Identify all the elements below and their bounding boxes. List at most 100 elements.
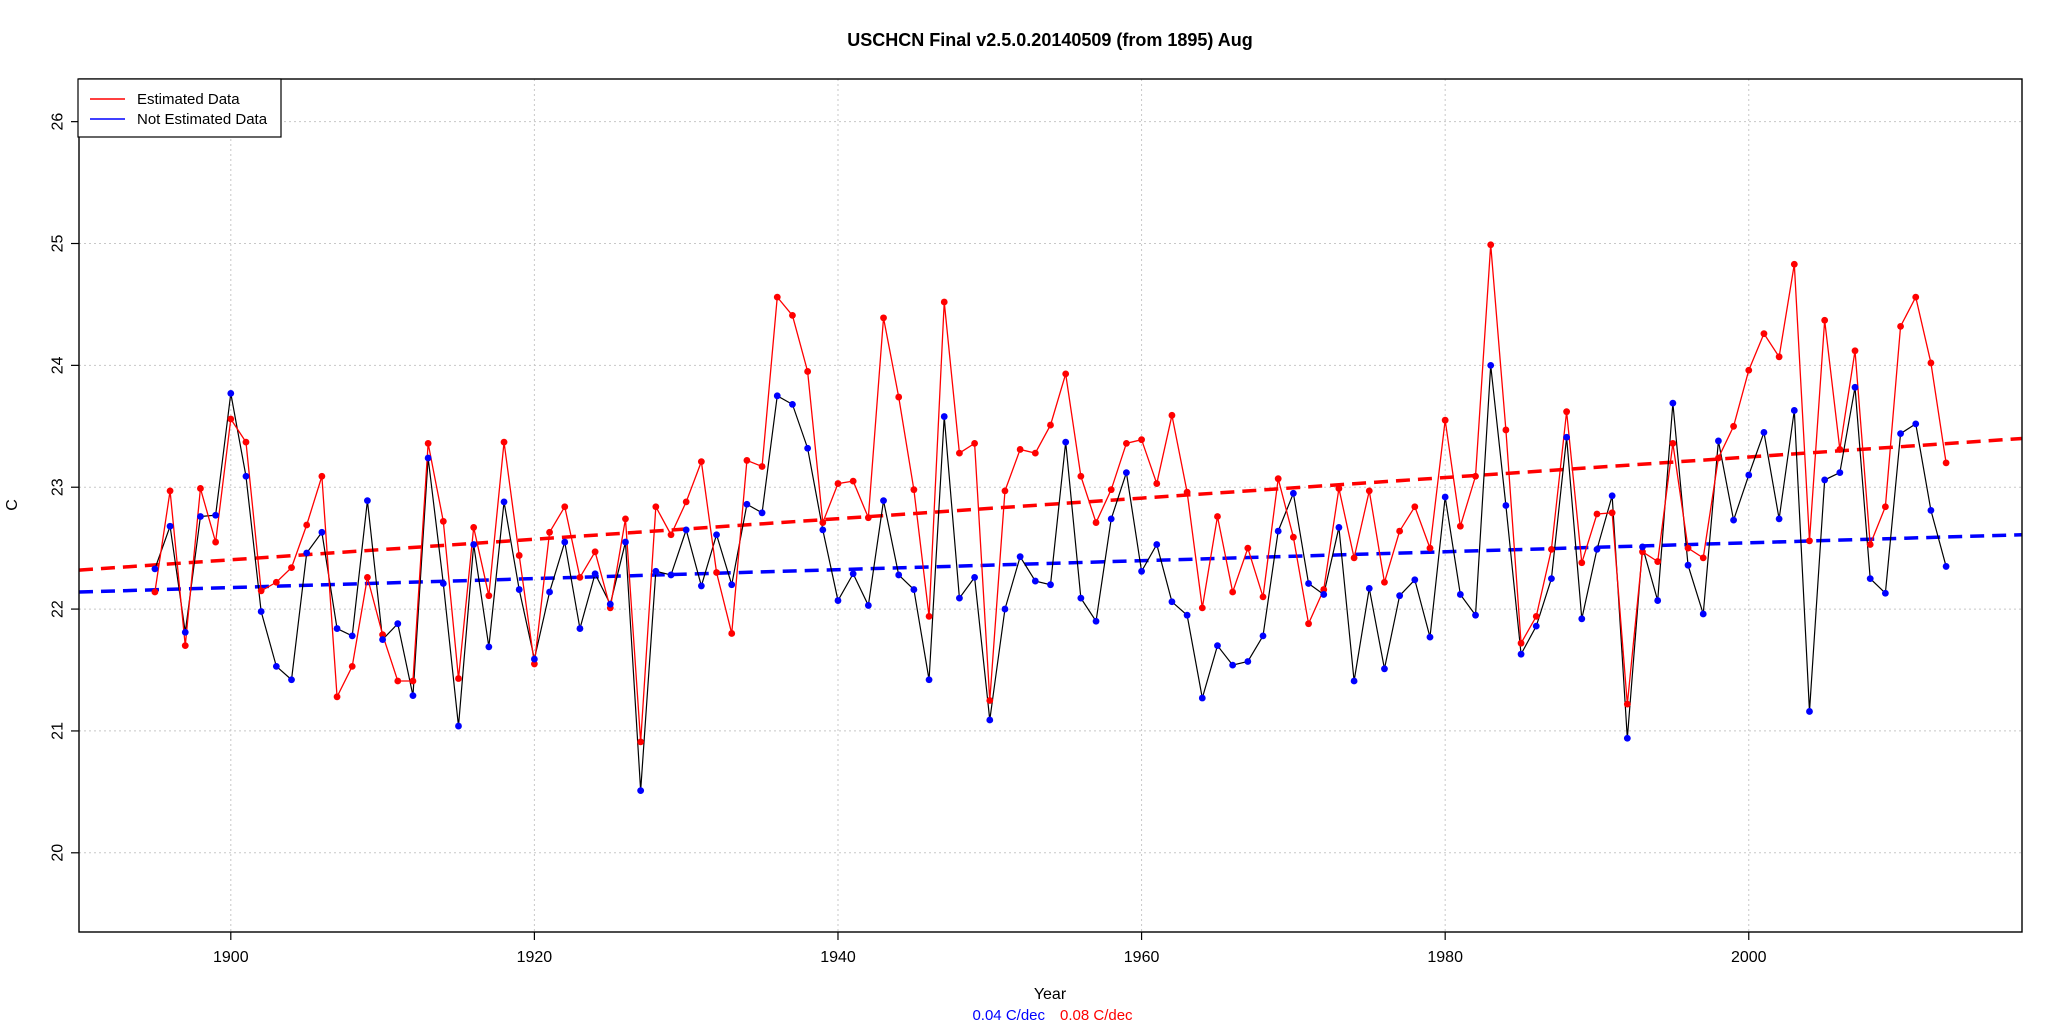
point-estimated-1897 (181, 642, 189, 650)
plot-border (78, 78, 2023, 933)
legend-label-estimated: Estimated Data (137, 91, 240, 108)
point-not-estimated-1947 (940, 413, 948, 420)
x-tick-label-1940: 1940 (820, 949, 856, 966)
point-not-estimated-1951 (1001, 605, 1009, 613)
point-not-estimated-1940 (834, 597, 842, 604)
point-estimated-1970 (1289, 533, 1297, 541)
point-estimated-1969 (1274, 475, 1282, 483)
point-estimated-1895 (151, 588, 159, 596)
point-not-estimated-1988 (1563, 433, 1571, 441)
point-not-estimated-1916 (470, 541, 478, 548)
point-estimated-1937 (789, 312, 796, 319)
point-not-estimated-1966 (1229, 661, 1237, 669)
point-not-estimated-1962 (1168, 598, 1176, 606)
point-estimated-1995 (1669, 439, 1677, 447)
point-estimated-1932 (713, 569, 720, 576)
point-estimated-1901 (242, 438, 250, 446)
point-not-estimated-1912 (409, 692, 417, 699)
point-not-estimated-1903 (272, 662, 280, 670)
point-not-estimated-1899 (212, 511, 220, 519)
point-not-estimated-1964 (1198, 694, 1206, 702)
point-not-estimated-1974 (1350, 677, 1358, 685)
point-estimated-1965 (1214, 513, 1221, 520)
x-tick-label-2000: 2000 (1731, 949, 1767, 966)
y-tick-label-24: 24 (50, 356, 67, 374)
point-not-estimated-2013 (1942, 563, 1950, 570)
point-estimated-1942 (864, 514, 872, 522)
point-not-estimated-1963 (1183, 611, 1191, 619)
point-not-estimated-2004 (1806, 708, 1813, 715)
point-estimated-1929 (667, 531, 675, 539)
point-not-estimated-1928 (652, 567, 660, 575)
point-estimated-1999 (1730, 422, 1737, 430)
point-not-estimated-1913 (424, 454, 432, 462)
point-not-estimated-1957 (1092, 617, 1100, 625)
point-estimated-2010 (1897, 322, 1904, 330)
x-tick-label-1960: 1960 (1124, 949, 1160, 966)
point-not-estimated-1978 (1411, 576, 1419, 584)
point-not-estimated-1961 (1153, 541, 1161, 548)
point-not-estimated-1998 (1715, 437, 1722, 445)
point-estimated-1968 (1259, 593, 1267, 601)
point-not-estimated-1994 (1654, 597, 1662, 604)
point-not-estimated-1977 (1396, 592, 1404, 600)
point-not-estimated-2012 (1927, 506, 1935, 514)
point-estimated-1988 (1563, 408, 1571, 416)
point-not-estimated-1910 (379, 636, 386, 643)
series-lines (154, 244, 1947, 742)
point-estimated-1903 (272, 578, 280, 586)
point-estimated-1945 (910, 486, 918, 494)
point-estimated-1966 (1229, 588, 1237, 596)
point-estimated-1898 (197, 485, 204, 492)
point-not-estimated-1930 (682, 526, 690, 534)
point-not-estimated-1922 (561, 538, 569, 546)
point-estimated-1946 (925, 612, 933, 620)
y-tick-label-25: 25 (50, 235, 67, 253)
point-not-estimated-1985 (1517, 650, 1525, 658)
point-not-estimated-1918 (500, 498, 508, 506)
point-not-estimated-1931 (697, 582, 705, 590)
point-not-estimated-1944 (895, 571, 903, 579)
point-not-estimated-1972 (1320, 591, 1328, 598)
legend: Estimated Data Not Estimated Data (77, 78, 282, 138)
point-estimated-1980 (1441, 416, 1449, 424)
trend-line-not-estimated (78, 532, 2023, 594)
point-not-estimated-2006 (1836, 469, 1844, 476)
point-estimated-1971 (1305, 620, 1312, 628)
point-estimated-1899 (212, 538, 220, 546)
point-not-estimated-1941 (849, 570, 857, 578)
point-estimated-1940 (834, 480, 842, 487)
point-not-estimated-1920 (530, 655, 538, 663)
point-estimated-1985 (1517, 639, 1525, 647)
point-not-estimated-1996 (1684, 561, 1692, 569)
y-axis-label: C (4, 499, 21, 511)
point-estimated-1931 (697, 458, 705, 466)
point-estimated-1952 (1016, 446, 1024, 453)
point-not-estimated-1999 (1730, 516, 1737, 524)
point-estimated-2013 (1942, 459, 1950, 467)
point-estimated-2009 (1881, 503, 1889, 511)
point-estimated-1910 (379, 631, 386, 639)
point-estimated-1914 (439, 517, 447, 525)
point-estimated-1917 (485, 592, 493, 600)
point-estimated-1923 (576, 573, 584, 581)
point-not-estimated-1896 (166, 522, 174, 530)
point-estimated-1983 (1487, 241, 1495, 249)
point-not-estimated-1989 (1578, 615, 1586, 623)
point-not-estimated-1915 (455, 722, 462, 730)
point-not-estimated-1937 (789, 400, 796, 408)
point-estimated-2003 (1790, 260, 1798, 268)
point-not-estimated-1958 (1107, 515, 1115, 523)
point-not-estimated-2007 (1851, 383, 1859, 391)
point-not-estimated-1995 (1669, 399, 1677, 407)
point-not-estimated-1980 (1441, 493, 1449, 501)
trend-line-estimated (78, 436, 2023, 572)
point-estimated-1993 (1639, 548, 1646, 556)
point-not-estimated-1970 (1289, 489, 1297, 497)
point-estimated-1921 (546, 528, 553, 536)
point-estimated-1906 (318, 472, 326, 480)
point-not-estimated-1973 (1335, 524, 1343, 531)
point-estimated-2004 (1806, 537, 1813, 545)
point-not-estimated-2010 (1897, 430, 1904, 438)
